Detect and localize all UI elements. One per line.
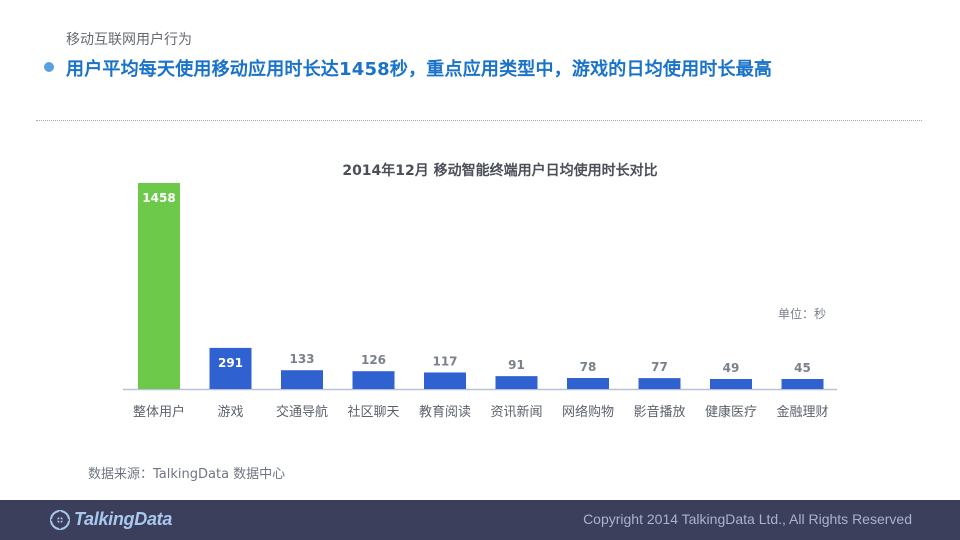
bar-chart: 2014年12月 移动智能终端用户日均使用时长对比 单位：秒 1458 整体用户 2… bbox=[123, 162, 837, 420]
talkingdata-logo-icon bbox=[50, 509, 70, 530]
data-source: 数据来源：TalkingData 数据中心 bbox=[88, 467, 286, 482]
unit-label: 单位：秒 bbox=[778, 306, 826, 321]
bar-value-label: 126 bbox=[361, 353, 386, 367]
bar-6 bbox=[495, 376, 538, 389]
chart-title: 2014年12月 移动智能终端用户日均使用时长对比 bbox=[342, 162, 657, 179]
bar-value-label: 117 bbox=[432, 354, 457, 368]
bar-value-label: 291 bbox=[218, 356, 243, 370]
bar-value-label: 49 bbox=[723, 361, 740, 375]
category-label: 整体用户 bbox=[133, 404, 185, 420]
bar-3 bbox=[281, 370, 323, 389]
bars-group: 1458 整体用户 291 游戏 133 交通导航 126 社区聊天 117 教育阅读 91 资讯新闻… bbox=[133, 183, 829, 420]
category-label: 游戏 bbox=[217, 405, 243, 420]
headline: 用户平均每天使用移动应用时长达1458秒，重点应用类型中，游戏的日均使用时长最高 bbox=[66, 59, 773, 80]
bar-1 bbox=[138, 183, 180, 389]
category-label: 教育阅读 bbox=[419, 404, 471, 420]
bar-8 bbox=[638, 378, 681, 389]
bar-10 bbox=[781, 379, 824, 389]
dotted-divider bbox=[36, 120, 922, 121]
category-label: 金融理财 bbox=[776, 404, 828, 420]
footer-bar: TalkingData Copyright 2014 TalkingData L… bbox=[0, 500, 960, 540]
section-subtitle: 移动互联网用户行为 bbox=[66, 32, 192, 48]
bar-value-label: 78 bbox=[580, 360, 597, 374]
bar-value-label: 45 bbox=[794, 361, 811, 375]
bar-5 bbox=[424, 372, 466, 389]
bar-value-label: 133 bbox=[289, 352, 314, 366]
category-label: 健康医疗 bbox=[705, 404, 757, 420]
bullet-dot-icon bbox=[44, 62, 54, 72]
bar-7 bbox=[567, 377, 609, 389]
category-label: 交通导航 bbox=[276, 404, 328, 420]
bar-value-label: 1458 bbox=[142, 191, 175, 205]
bar-value-label: 91 bbox=[508, 358, 525, 372]
bar-value-label: 77 bbox=[651, 360, 668, 374]
category-label: 网络购物 bbox=[562, 404, 614, 420]
bar-9 bbox=[710, 379, 752, 389]
category-label: 社区聊天 bbox=[347, 404, 399, 420]
logo-text: TalkingData bbox=[74, 509, 173, 529]
bar-2 bbox=[209, 347, 252, 389]
category-label: 资讯新闻 bbox=[490, 404, 542, 420]
bar-4 bbox=[352, 371, 395, 389]
footer-logo: TalkingData bbox=[50, 509, 172, 530]
category-label: 影音播放 bbox=[633, 404, 685, 420]
copyright-text: Copyright 2014 TalkingData Ltd., All Rig… bbox=[583, 511, 912, 527]
